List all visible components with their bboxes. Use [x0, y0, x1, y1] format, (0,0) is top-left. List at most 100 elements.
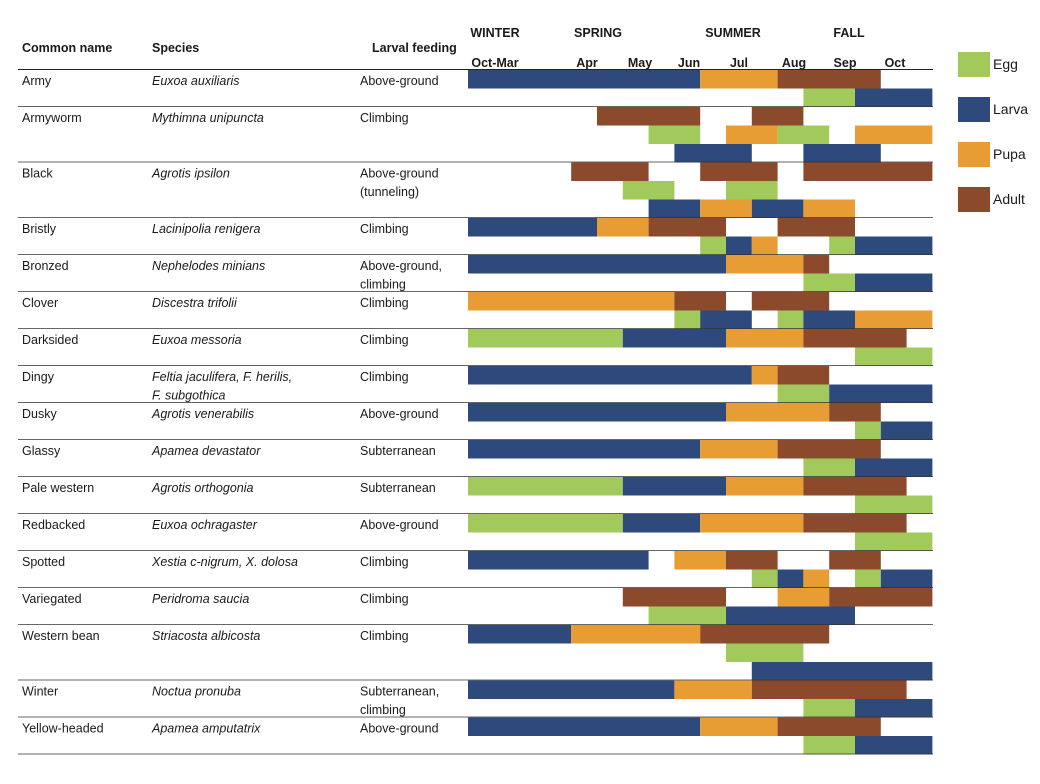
- feeding-text: Climbing: [360, 333, 409, 347]
- bar-larva-pale-western: [622, 477, 726, 496]
- bar-pupa-bronzed: [726, 255, 804, 274]
- species-text: Discestra trifolii: [152, 296, 238, 310]
- bar-adult-glassy: [777, 440, 881, 459]
- bar-pupa-black: [700, 199, 752, 218]
- bar-larva-dusky: [468, 403, 726, 422]
- month-label-aug-5: Aug: [782, 56, 806, 70]
- bar-egg-dingy: [777, 384, 830, 403]
- bar-larva-yellow-headed: [855, 736, 933, 755]
- bar-larva-dingy: [468, 366, 752, 385]
- bar-larva-variegated: [726, 606, 855, 625]
- bar-pupa-spotted: [674, 551, 726, 570]
- bar-larva-bristly: [726, 236, 752, 255]
- feeding-text: Climbing: [360, 555, 409, 569]
- feeding-text: Above-ground,: [360, 259, 442, 273]
- feeding-text: Above-ground: [360, 722, 439, 736]
- feeding-text: Climbing: [360, 111, 409, 125]
- bar-adult-spotted: [726, 551, 778, 570]
- bar-adult-western-bean: [700, 625, 830, 644]
- bar-pupa-armyworm: [726, 125, 778, 144]
- feeding-text: Subterranean: [360, 481, 436, 495]
- feeding-text: Climbing: [360, 296, 409, 310]
- common-text: Bristly: [22, 222, 57, 236]
- species-text: Euxoa auxiliaris: [152, 74, 240, 88]
- feeding-text: climbing: [360, 703, 406, 717]
- feeding-text: Climbing: [360, 222, 409, 236]
- common-text: Pale western: [22, 481, 94, 495]
- bar-egg-army: [803, 88, 855, 107]
- bar-adult-bristly: [777, 218, 855, 237]
- bar-pupa-winter: [674, 680, 752, 699]
- species-text: Noctua pronuba: [152, 685, 241, 699]
- bar-pupa-bristly: [597, 218, 649, 237]
- month-label-oct-mar-0: Oct-Mar: [471, 56, 518, 70]
- species-text: Peridroma saucia: [152, 592, 249, 606]
- bar-egg-glassy: [803, 458, 855, 477]
- season-label-summer: SUMMER: [705, 26, 761, 40]
- species-text: Xestia c-nigrum, X. dolosa: [151, 555, 298, 569]
- bar-larva-bronzed: [855, 273, 933, 292]
- bar-pupa-western-bean: [571, 625, 701, 644]
- bar-egg-dusky: [855, 421, 881, 440]
- legend-swatch-pupa: [958, 142, 990, 167]
- feeding-text: (tunneling): [360, 185, 419, 199]
- bar-egg-pale-western: [468, 477, 623, 496]
- chart-legend: Egg Larva Pupa Adult: [958, 52, 1028, 212]
- legend-swatch-adult: [958, 187, 990, 212]
- row-spotted: Spotted Xestia c-nigrum, X. dolosa Climbin…: [18, 551, 933, 588]
- month-label-oct-7: Oct: [885, 56, 907, 70]
- feeding-text: Climbing: [360, 592, 409, 606]
- common-text: Yellow-headed: [22, 722, 104, 736]
- bar-larva-glassy: [468, 440, 701, 459]
- bar-egg-pale-western: [855, 495, 933, 514]
- species-text: Apamea amputatrix: [151, 722, 261, 736]
- bar-larva-armyworm: [803, 144, 881, 163]
- common-text: Western bean: [22, 629, 100, 643]
- common-text: Army: [22, 74, 52, 88]
- header-larval-feeding: Larval feeding: [372, 41, 457, 55]
- bar-adult-clover: [674, 292, 726, 311]
- bar-adult-redbacked: [803, 514, 907, 533]
- species-text: Agrotis ipsilon: [151, 167, 230, 181]
- feeding-text: Climbing: [360, 629, 409, 643]
- feeding-text: Above-ground: [360, 74, 439, 88]
- bar-pupa-glassy: [700, 440, 778, 459]
- bar-adult-clover: [751, 292, 830, 311]
- bar-pupa-bristly: [751, 236, 778, 255]
- feeding-text: Above-ground: [360, 407, 439, 421]
- feeding-text: Above-ground: [360, 518, 439, 532]
- bar-adult-black: [571, 162, 649, 181]
- species-text: Euxoa ochragaster: [152, 518, 258, 532]
- bar-larva-bronzed: [468, 255, 726, 274]
- bar-adult-dusky: [829, 403, 881, 422]
- bar-larva-clover: [803, 310, 855, 329]
- bar-larva-armyworm: [674, 144, 752, 163]
- row-western-bean: Western bean Striacosta albicosta Climbing: [18, 625, 933, 681]
- bar-larva-spotted: [777, 569, 804, 588]
- bar-larva-dingy: [829, 384, 933, 403]
- row-army: Army Euxoa auxiliaris Above-ground: [18, 70, 933, 107]
- bar-adult-bronzed: [803, 255, 830, 274]
- bar-egg-armyworm: [777, 125, 830, 144]
- row-dingy: Dingy Feltia jaculifera, F. herilis, F. su…: [18, 366, 933, 403]
- bar-egg-bristly: [829, 236, 855, 255]
- species-text: Agrotis orthogonia: [151, 481, 254, 495]
- chart-header: Common name Species Larval feeding WINTER SP…: [18, 26, 933, 70]
- feeding-text: Subterranean,: [360, 685, 439, 699]
- common-text: Bronzed: [22, 259, 69, 273]
- row-pale-western: Pale western Agrotis orthogonia Subterrane…: [18, 477, 933, 514]
- month-label-apr-1: Apr: [576, 56, 598, 70]
- row-variegated: Variegated Peridroma saucia Climbing: [18, 588, 933, 625]
- bar-egg-spotted: [855, 569, 881, 588]
- species-text: Euxoa messoria: [152, 333, 242, 347]
- bar-larva-black: [648, 199, 701, 218]
- bar-adult-black: [700, 162, 778, 181]
- bar-adult-pale-western: [803, 477, 907, 496]
- bar-larva-winter: [468, 680, 675, 699]
- season-label-fall: FALL: [833, 26, 865, 40]
- row-darksided: Darksided Euxoa messoria Climbing: [18, 329, 933, 366]
- season-label-winter: WINTER: [470, 26, 519, 40]
- bar-adult-variegated: [829, 588, 933, 607]
- species-text: Apamea devastator: [151, 444, 261, 458]
- row-redbacked: Redbacked Euxoa ochragaster Above-ground: [18, 514, 933, 551]
